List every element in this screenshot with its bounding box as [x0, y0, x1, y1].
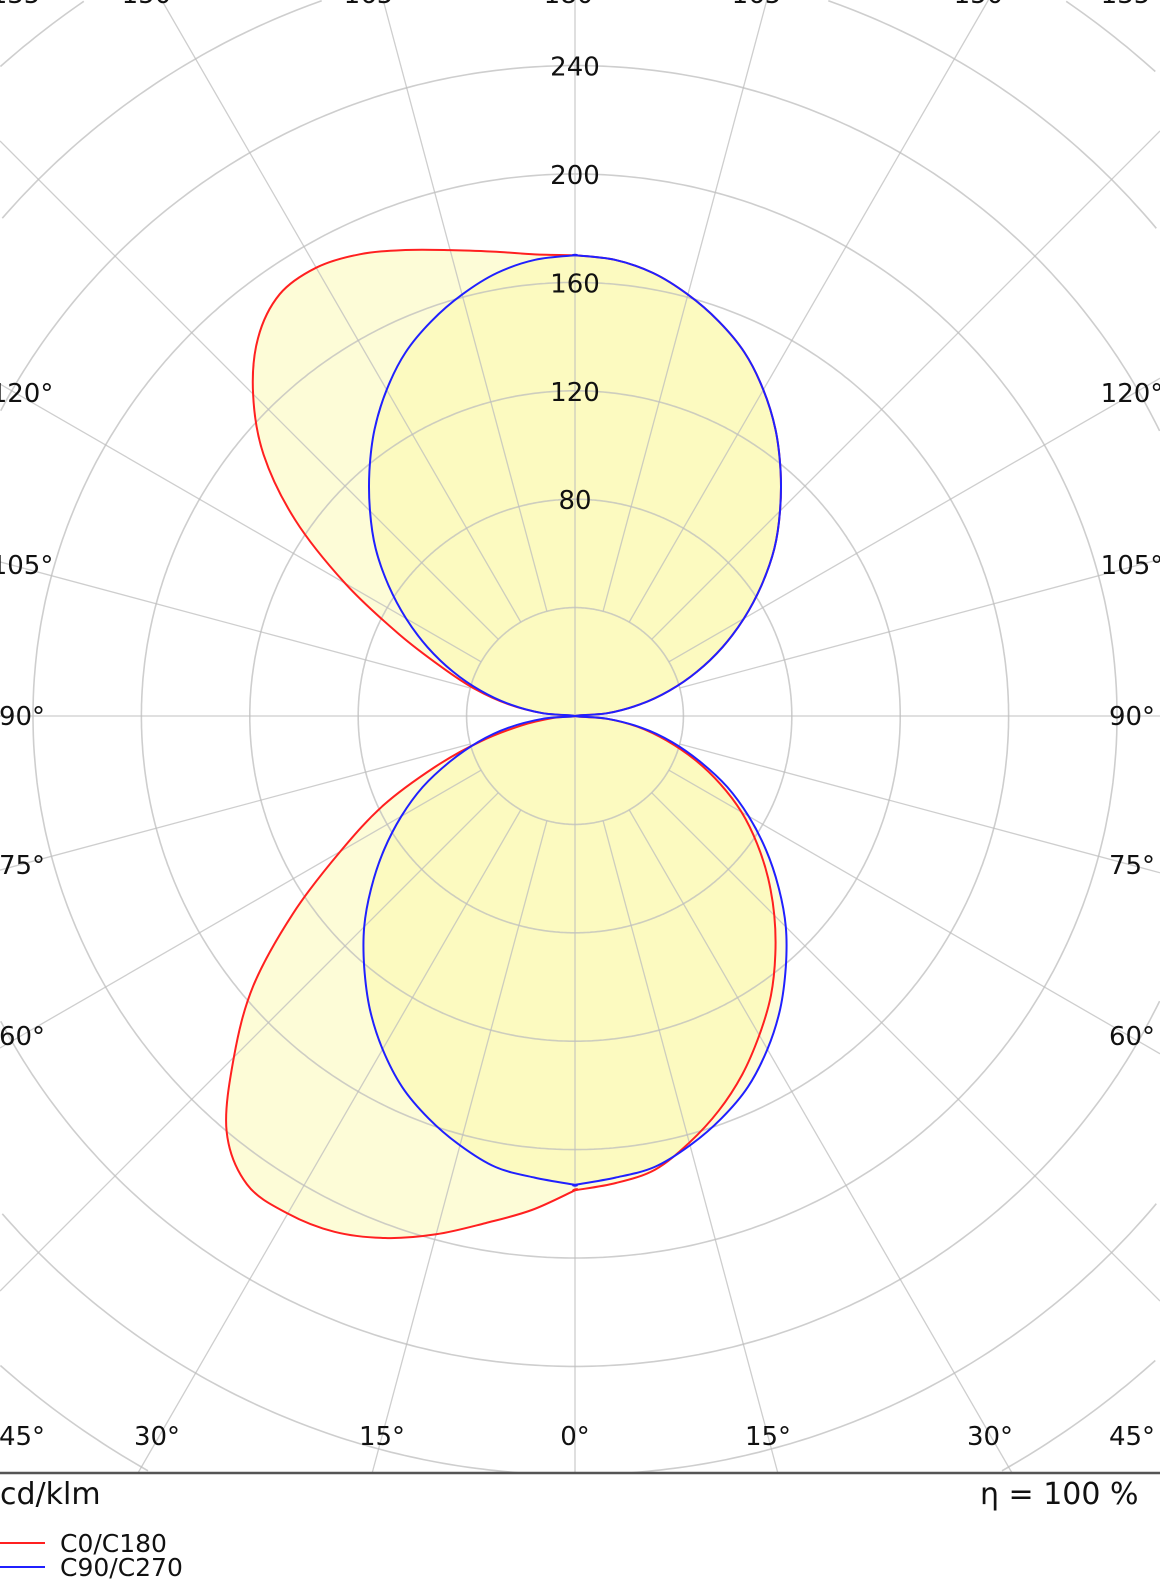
- grid-spoke: [668, 377, 1160, 663]
- grid-spoke: [651, 130, 1160, 640]
- angle-label-left: 120°: [0, 379, 53, 409]
- radial-tick-labels: 80 120 160 200 240: [550, 53, 600, 517]
- angle-label-left: 75°: [0, 851, 45, 881]
- grid-spoke: [0, 383, 482, 663]
- curves: [225, 248, 788, 1240]
- radial-tick-label: 240: [550, 53, 600, 83]
- grid-circle: [1, 0, 1157, 1474]
- grid-spoke: [668, 769, 1160, 1055]
- polar-grid: [0, 0, 1160, 1474]
- grid-spoke: [0, 140, 499, 640]
- grid-spoke: [651, 792, 1160, 1302]
- angle-label-bottom: 45°: [0, 1422, 45, 1452]
- grid-spoke: [382, 0, 548, 612]
- angle-label-bottom: 45°: [1109, 1422, 1155, 1452]
- angle-label-top: 135°: [1101, 0, 1160, 10]
- grid-spoke: [0, 743, 471, 871]
- grid-spoke: [371, 820, 548, 1474]
- angle-label-top: 180°: [544, 0, 607, 10]
- grid-spoke: [628, 809, 1013, 1474]
- angle-label-top: 165°: [732, 0, 795, 10]
- angle-label-right: 105°: [1101, 551, 1160, 581]
- angle-label-left: 60°: [0, 1022, 45, 1052]
- fill-c0-c180: [226, 249, 782, 1239]
- grid-spoke: [0, 561, 471, 689]
- efficiency-label: η = 100 %: [980, 1477, 1139, 1512]
- angle-label-bottom: 15°: [359, 1422, 405, 1452]
- angle-label-bottom: 15°: [745, 1422, 791, 1452]
- angle-label-bottom: 30°: [134, 1422, 180, 1452]
- unit-label: cd/klm: [0, 1477, 101, 1512]
- radial-tick-label: 120: [550, 378, 600, 408]
- grid-spoke: [161, 0, 522, 623]
- angle-label-bottom: 30°: [967, 1422, 1013, 1452]
- legend-label-c90-c270: C90/C270: [60, 1553, 183, 1582]
- angle-label-right: 60°: [1109, 1022, 1155, 1052]
- angle-label-top: 165°: [344, 0, 407, 10]
- grid-spoke: [0, 792, 499, 1292]
- grid-spoke: [137, 809, 522, 1474]
- angle-labels: 135° 150° 165° 180° 165° 150° 135° 120° 105° 90° 7…: [0, 0, 1160, 1452]
- grid-spoke: [602, 0, 768, 612]
- angle-label-top: 150°: [122, 0, 185, 10]
- curve-c0-c180: [225, 248, 783, 1240]
- grid-spoke: [679, 743, 1160, 874]
- grid-circle: [0, 0, 1156, 1472]
- grid-spoke: [679, 558, 1160, 689]
- radial-tick-label: 160: [550, 269, 600, 299]
- angle-label-top: 135°: [0, 0, 53, 10]
- legend: C0/C180 C90/C270: [0, 1529, 183, 1582]
- grid-circle: [0, 64, 1160, 1368]
- curve-c90-c270: [362, 253, 788, 1187]
- grid-spoke: [628, 0, 989, 623]
- angle-label-left: 105°: [0, 551, 53, 581]
- angle-label-right: 75°: [1109, 851, 1155, 881]
- angle-label-right: 90°: [1109, 702, 1155, 732]
- angle-label-top: 150°: [954, 0, 1017, 10]
- angle-label-right: 120°: [1101, 379, 1160, 409]
- angle-label-left: 90°: [0, 702, 45, 732]
- radial-tick-label: 80: [558, 486, 591, 516]
- grid-spoke: [602, 820, 779, 1474]
- radial-tick-label: 200: [550, 161, 600, 191]
- angle-label-bottom: 0°: [560, 1422, 590, 1452]
- legend-label-c0-c180: C0/C180: [60, 1529, 167, 1558]
